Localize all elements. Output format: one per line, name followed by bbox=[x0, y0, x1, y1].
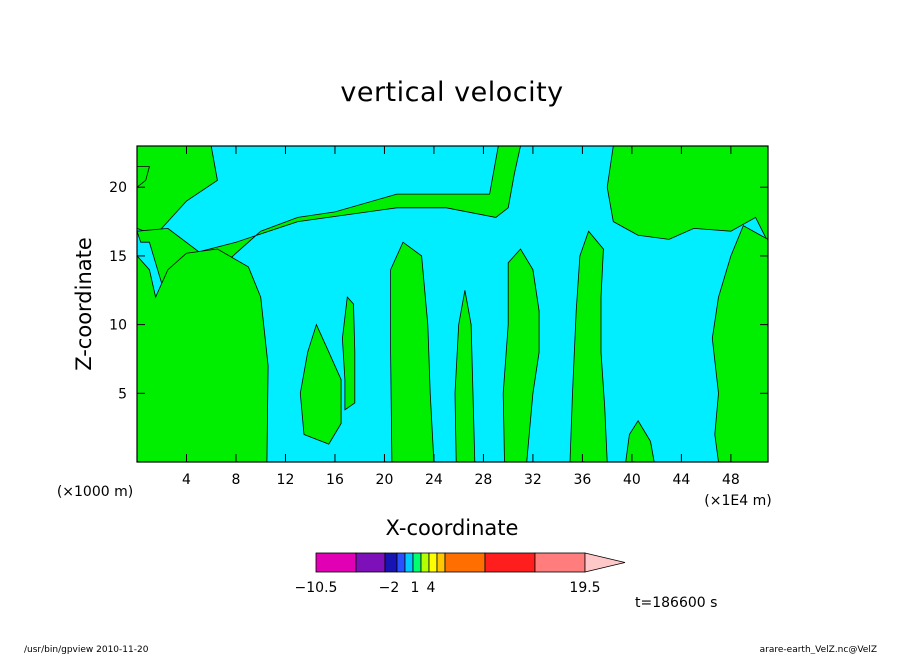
footer-left: /usr/bin/gpview 2010-11-20 bbox=[24, 645, 149, 654]
colorbar-tick-label: −2 bbox=[379, 580, 400, 596]
x-axis-ticks: 4 8 12 16 20 24 28 32 36 40 44 48 bbox=[182, 146, 740, 488]
colorbar-swatch bbox=[428, 552, 438, 573]
positive-region-mid-patch-17 bbox=[341, 296, 356, 411]
positive-region-column-35 bbox=[569, 230, 608, 462]
colorbar bbox=[315, 552, 626, 573]
colorbar-tick-labels: −10.5 −2 1 4 19.5 bbox=[295, 580, 601, 596]
colorbar-swatch bbox=[420, 552, 430, 573]
positive-region-column-26 bbox=[454, 290, 476, 462]
x-tick-label: 16 bbox=[326, 472, 344, 488]
colorbar-swatch bbox=[484, 552, 536, 573]
colorbar-swatch bbox=[355, 552, 386, 573]
positive-region-column-21 bbox=[390, 241, 435, 462]
positive-region-mid-patch-15 bbox=[299, 323, 342, 445]
y-tick-label: 20 bbox=[109, 180, 127, 196]
x-tick-label: 4 bbox=[182, 472, 191, 488]
y-tick-label: 10 bbox=[109, 318, 127, 334]
colorbar-tick-label: 19.5 bbox=[569, 580, 600, 596]
chart-title: vertical velocity bbox=[340, 77, 563, 108]
positive-velocity-regions bbox=[137, 146, 768, 462]
positive-region-left-upper-patch bbox=[137, 166, 150, 188]
x-tick-label: 32 bbox=[524, 472, 542, 488]
colorbar-tick-label: 4 bbox=[427, 580, 436, 596]
x-scale-label: (×1E4 m) bbox=[704, 493, 771, 509]
colorbar-swatch bbox=[396, 552, 406, 573]
x-tick-label: 28 bbox=[475, 472, 493, 488]
colorbar-swatch bbox=[384, 552, 398, 573]
colorbar-tick-label: −10.5 bbox=[295, 580, 338, 596]
positive-region-column-40 bbox=[625, 420, 655, 462]
positive-region-upper-left-band bbox=[137, 146, 218, 236]
colorbar-swatch bbox=[315, 552, 357, 573]
x-tick-label: 40 bbox=[623, 472, 641, 488]
colorbar-swatch bbox=[412, 552, 422, 573]
y-tick-label: 5 bbox=[118, 386, 127, 402]
colorbar-swatch bbox=[534, 552, 586, 573]
colorbar-overflow-arrow bbox=[584, 552, 626, 573]
positive-region-column-30 bbox=[502, 248, 540, 462]
colorbar-swatch bbox=[404, 552, 414, 573]
colorbar-swatch bbox=[444, 552, 486, 573]
colorbar-tick-label: 1 bbox=[411, 580, 420, 596]
time-label: t=186600 s bbox=[635, 595, 717, 611]
x-tick-label: 20 bbox=[376, 472, 394, 488]
x-tick-label: 12 bbox=[277, 472, 295, 488]
x-tick-label: 36 bbox=[573, 472, 591, 488]
colorbar-swatch bbox=[436, 552, 446, 573]
footer-right: arare-earth_VelZ.nc@VelZ bbox=[760, 645, 877, 654]
positive-region-upper-right-band bbox=[606, 146, 768, 243]
positive-region-right-column bbox=[711, 225, 768, 462]
x-axis-label: X-coordinate bbox=[386, 516, 519, 540]
x-tick-label: 24 bbox=[425, 472, 443, 488]
y-axis-ticks: 5 10 15 20 bbox=[109, 180, 768, 402]
plot-frame bbox=[136, 145, 769, 463]
x-tick-label: 48 bbox=[722, 472, 740, 488]
x-unit-label: (×1000 m) bbox=[57, 484, 133, 500]
y-axis-label: Z-coordinate bbox=[72, 237, 96, 371]
y-tick-label: 15 bbox=[109, 249, 127, 265]
x-tick-label: 8 bbox=[232, 472, 241, 488]
x-tick-label: 44 bbox=[672, 472, 690, 488]
positive-region-left-column bbox=[137, 248, 269, 462]
